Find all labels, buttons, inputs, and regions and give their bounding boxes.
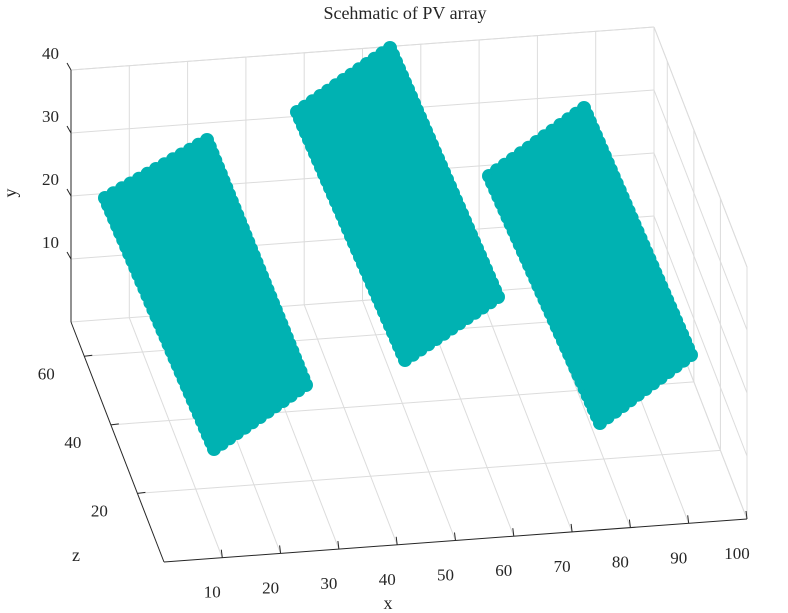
y-tick-label: 40 [42,44,59,63]
x-tick-label: 50 [437,566,454,585]
tick-labels: 10 20 30 40 50 60 70 80 90 100 20 40 60 10 20 30 40 [38,44,750,602]
z-tick-label: 20 [91,501,108,520]
y-tick-label: 10 [42,233,59,252]
x-tick-label: 80 [612,553,629,572]
x-tick-mark [628,519,631,528]
chart-title: Scehmatic of PV array [323,3,486,23]
z-tick-mark [137,491,146,494]
back-wall-top [70,26,655,71]
floor-grid-x [128,317,223,558]
x-tick-label: 100 [724,544,750,563]
x-tick-mark [512,528,515,537]
x-tick-label: 90 [670,548,687,567]
z-tick-label: 40 [64,433,81,452]
x-tick-label: 60 [495,561,512,580]
y-tick-label: 30 [42,107,59,126]
x-tick-mark [337,541,340,550]
x-tick-label: 40 [379,570,396,589]
right-wall-grid-y [653,215,748,457]
x-tick-label: 10 [204,583,221,602]
floor-grid-x [362,300,456,541]
y-tick-mark [66,251,72,260]
floor-grid-x [303,304,398,545]
x-tick-label: 70 [554,557,571,576]
x-tick-mark [687,515,690,524]
pv-panel-body [105,140,306,449]
right-wall-grid-y [653,152,748,394]
axes [66,62,748,563]
pv-panel [98,133,313,456]
x-tick-label: 20 [262,578,279,597]
x-tick-mark [395,536,398,545]
x-tick-label: 30 [320,574,337,593]
pv-panels [98,41,698,456]
x-tick-mark [454,532,456,541]
right-wall-top [653,26,748,268]
y-tick-label: 20 [42,170,59,189]
z-axis-line [70,321,165,563]
x-tick-mark [570,523,573,532]
floor-grid-z [137,449,721,494]
x-axis-label: x [384,593,393,613]
pv-panel [290,41,505,367]
floor-grid-x [478,291,573,533]
y-tick-mark [66,188,72,197]
pv-panel [482,101,698,430]
y-axis-label: y [0,189,20,198]
z-axis-label: z [72,545,80,565]
x-tick-mark [745,510,748,520]
pv-panel-body [297,48,498,360]
z-tick-mark [84,354,93,357]
right-wall-grid-y [653,89,748,331]
y-tick-mark [66,125,72,134]
x-tick-mark [279,545,282,554]
pv-panel-body [489,108,691,423]
y-tick-mark [66,62,72,71]
x-tick-mark [220,549,223,558]
z-tick-label: 60 [38,364,55,383]
z-tick-mark [110,423,119,426]
